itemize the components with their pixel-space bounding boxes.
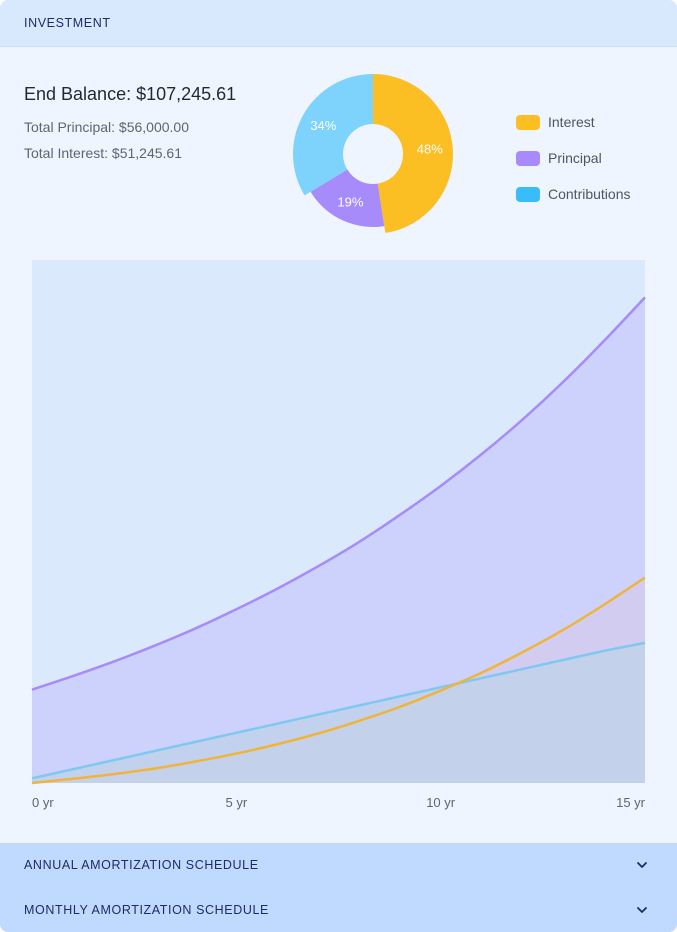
series-line-interest	[31, 576, 646, 785]
x-tick-label: 5 yr	[225, 795, 247, 810]
x-tick-label: 0 yr	[32, 795, 54, 810]
chevron-down-icon[interactable]	[635, 903, 649, 917]
pie-label-interest: 48%	[417, 142, 443, 157]
annual-schedule-label: ANNUAL AMORTIZATION SCHEDULE	[24, 858, 259, 872]
pie-slice-contributions	[293, 74, 373, 196]
pie-slice-interest	[373, 73, 454, 234]
legend-label-contributions: Contributions	[548, 186, 631, 202]
legend-swatch-principal	[516, 151, 540, 166]
donut-chart: 48% 19% 34%	[293, 73, 454, 234]
series-line-contributions	[31, 641, 646, 780]
legend-label-principal: Principal	[548, 150, 602, 166]
annual-schedule-accordion[interactable]: ANNUAL AMORTIZATION SCHEDULE	[0, 843, 677, 888]
pie-slice-principal	[310, 169, 385, 227]
monthly-schedule-label: MONTHLY AMORTIZATION SCHEDULE	[24, 903, 269, 917]
header-title: INVESTMENT	[24, 16, 111, 30]
legend-label-interest: Interest	[548, 114, 595, 130]
legend-swatch-interest	[516, 115, 540, 130]
legend-swatch-contributions	[516, 187, 540, 202]
x-tick-label: 10 yr	[426, 795, 456, 810]
monthly-schedule-accordion[interactable]: MONTHLY AMORTIZATION SCHEDULE	[0, 888, 677, 932]
balance-area-chart: 0 yr 5 yr 10 yr 15 yr	[31, 260, 646, 810]
area-fill-contributions	[32, 642, 645, 783]
pie-label-contributions: 34%	[310, 118, 336, 133]
end-balance: End Balance: $107,245.61	[24, 84, 237, 104]
area-fill-principal	[32, 297, 645, 783]
investment-header[interactable]: INVESTMENT	[0, 0, 677, 47]
total-principal: Total Principal: $56,000.00	[24, 119, 189, 135]
x-tick-label: 15 yr	[616, 795, 646, 810]
chevron-down-icon[interactable]	[635, 858, 649, 872]
series-line-principal	[31, 296, 646, 691]
pie-label-principal: 19%	[337, 195, 363, 210]
total-interest: Total Interest: $51,245.61	[24, 145, 182, 161]
